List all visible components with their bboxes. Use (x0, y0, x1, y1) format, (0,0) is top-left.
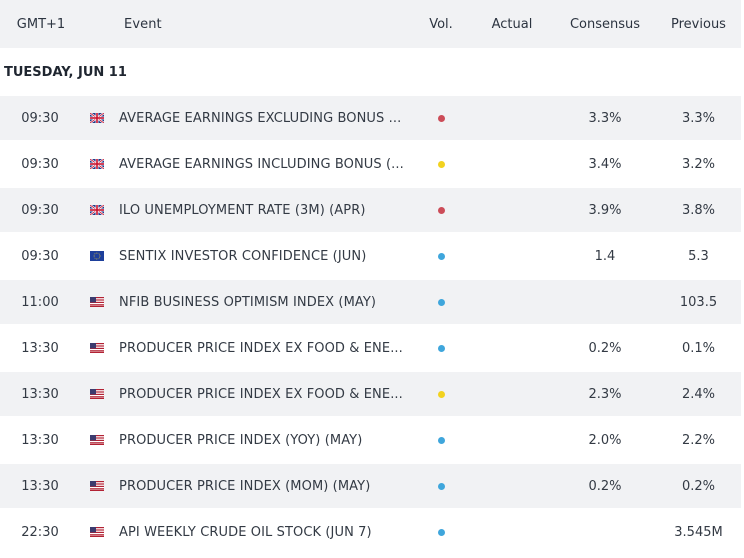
header-event[interactable]: Event (124, 16, 162, 32)
event-name[interactable]: PRODUCER PRICE INDEX (YOY) (MAY) (119, 432, 363, 448)
uk-flag-icon (89, 159, 104, 169)
event-name[interactable]: PRODUCER PRICE INDEX EX FOOD & ENE... (119, 386, 403, 402)
event-name[interactable]: API WEEKLY CRUDE OIL STOCK (JUN 7) (119, 524, 372, 540)
volatility-indicator (412, 390, 470, 398)
table-row[interactable]: 13:30 PRODUCER PRICE INDEX (YOY) (MAY) 2… (0, 418, 741, 464)
volatility-low-dot-icon (437, 436, 445, 444)
country-flag (78, 527, 115, 537)
event-time: 13:30 (21, 478, 59, 494)
consensus-value: 3.3% (588, 110, 622, 126)
country-flag (78, 435, 115, 445)
consensus-value: 0.2% (588, 340, 622, 356)
us-flag-icon (89, 481, 104, 491)
volatility-indicator (412, 482, 470, 490)
consensus-value: 1.4 (594, 248, 616, 264)
header-timezone[interactable]: GMT+1 (16, 16, 66, 32)
us-flag-icon (89, 435, 104, 445)
volatility-high-dot-icon (437, 206, 445, 214)
volatility-indicator (412, 528, 470, 536)
event-name[interactable]: AVERAGE EARNINGS INCLUDING BONUS (... (119, 156, 404, 172)
table-row[interactable]: 22:30 API WEEKLY CRUDE OIL STOCK (JUN 7)… (0, 510, 741, 556)
volatility-indicator (412, 160, 470, 168)
table-row[interactable]: 09:30 ILO UNEMPLOYMENT RATE (3M) (APR) 3… (0, 188, 741, 234)
uk-flag-icon (89, 113, 104, 123)
header-previous[interactable]: Previous (671, 16, 726, 32)
previous-value: 103.5 (679, 294, 718, 310)
volatility-indicator (412, 252, 470, 260)
previous-value: 0.2% (681, 478, 716, 494)
event-name[interactable]: PRODUCER PRICE INDEX (MOM) (MAY) (119, 478, 371, 494)
volatility-indicator (412, 436, 470, 444)
previous-value: 3.8% (681, 202, 716, 218)
table-row[interactable]: 11:00 NFIB BUSINESS OPTIMISM INDEX (MAY)… (0, 280, 741, 326)
us-flag-icon (89, 297, 104, 307)
country-flag (78, 297, 115, 307)
event-name[interactable]: ILO UNEMPLOYMENT RATE (3M) (APR) (119, 202, 366, 218)
us-flag-icon (89, 527, 104, 537)
volatility-indicator (412, 298, 470, 306)
table-row[interactable]: 09:30 SENTIX INVESTOR CONFIDENCE (JUN) 1… (0, 234, 741, 280)
event-time: 11:00 (21, 294, 59, 310)
event-rows: 09:30 AVERAGE EARNINGS EXCLUDING BONUS .… (0, 96, 744, 556)
consensus-value: 2.3% (588, 386, 622, 402)
event-name[interactable]: AVERAGE EARNINGS EXCLUDING BONUS ... (119, 110, 402, 126)
event-time: 09:30 (21, 248, 59, 264)
volatility-low-dot-icon (437, 344, 445, 352)
event-time: 09:30 (21, 110, 59, 126)
volatility-indicator (412, 344, 470, 352)
country-flag (78, 159, 115, 169)
previous-value: 3.3% (681, 110, 716, 126)
table-header: GMT+1 Event Vol. Actual Consensus Previo… (0, 0, 741, 50)
previous-value: 2.4% (681, 386, 716, 402)
table-row[interactable]: 09:30 AVERAGE EARNINGS INCLUDING BONUS (… (0, 142, 741, 188)
previous-value: 0.1% (681, 340, 716, 356)
consensus-value: 2.0% (588, 432, 622, 448)
us-flag-icon (89, 343, 104, 353)
country-flag (78, 251, 115, 261)
consensus-value: 3.9% (588, 202, 622, 218)
country-flag (78, 205, 115, 215)
table-row[interactable]: 13:30 PRODUCER PRICE INDEX EX FOOD & ENE… (0, 326, 741, 372)
volatility-low-dot-icon (437, 298, 445, 306)
eu-flag-icon (89, 251, 104, 261)
us-flag-icon (89, 389, 104, 399)
table-row[interactable]: 09:30 AVERAGE EARNINGS EXCLUDING BONUS .… (0, 96, 741, 142)
uk-flag-icon (89, 205, 104, 215)
event-time: 09:30 (21, 202, 59, 218)
volatility-low-dot-icon (437, 528, 445, 536)
table-row[interactable]: 13:30 PRODUCER PRICE INDEX (MOM) (MAY) 0… (0, 464, 741, 510)
table-row[interactable]: 13:30 PRODUCER PRICE INDEX EX FOOD & ENE… (0, 372, 741, 418)
consensus-value: 0.2% (588, 478, 622, 494)
previous-value: 5.3 (688, 248, 709, 264)
country-flag (78, 481, 115, 491)
country-flag (78, 113, 115, 123)
volatility-high-dot-icon (437, 114, 445, 122)
event-time: 13:30 (21, 386, 59, 402)
previous-value: 3.2% (681, 156, 716, 172)
volatility-indicator (412, 206, 470, 214)
volatility-low-dot-icon (437, 482, 445, 490)
previous-value: 3.545M (674, 524, 723, 540)
volatility-medium-dot-icon (437, 160, 445, 168)
previous-value: 2.2% (681, 432, 716, 448)
country-flag (78, 389, 115, 399)
volatility-low-dot-icon (437, 252, 445, 260)
event-time: 09:30 (21, 156, 59, 172)
event-time: 13:30 (21, 340, 59, 356)
date-group-label: TUESDAY, JUN 11 (0, 50, 741, 96)
volatility-medium-dot-icon (437, 390, 445, 398)
volatility-indicator (412, 114, 470, 122)
event-time: 22:30 (21, 524, 59, 540)
header-actual[interactable]: Actual (491, 16, 533, 32)
consensus-value: 3.4% (588, 156, 622, 172)
event-name[interactable]: NFIB BUSINESS OPTIMISM INDEX (MAY) (119, 294, 377, 310)
event-name[interactable]: SENTIX INVESTOR CONFIDENCE (JUN) (119, 248, 367, 264)
header-vol[interactable]: Vol. (429, 16, 453, 32)
country-flag (78, 343, 115, 353)
event-name[interactable]: PRODUCER PRICE INDEX EX FOOD & ENE... (119, 340, 403, 356)
event-time: 13:30 (21, 432, 59, 448)
header-consensus[interactable]: Consensus (569, 16, 641, 32)
